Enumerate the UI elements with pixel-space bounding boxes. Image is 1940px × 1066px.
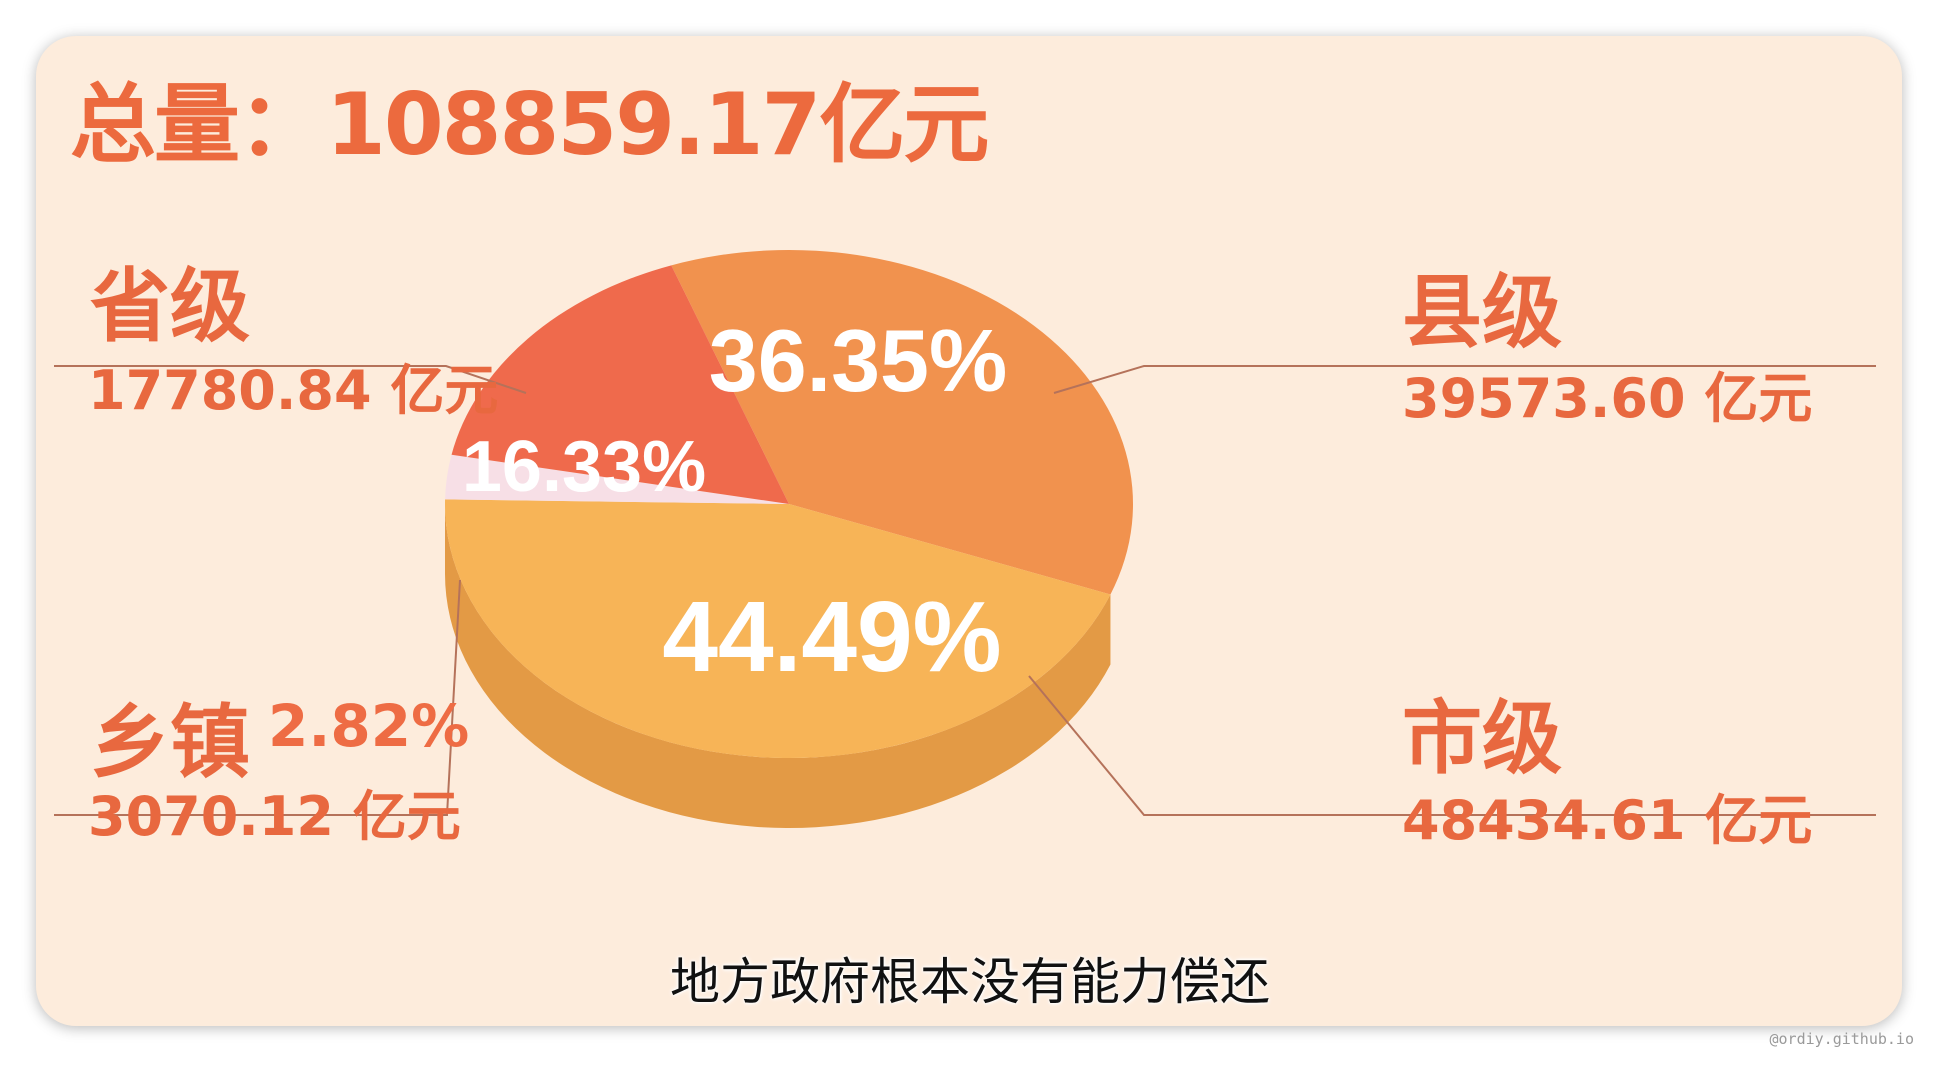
city-name: 市级 [1402, 692, 1562, 785]
township-name: 乡镇 [90, 696, 250, 789]
county-amount: 39573.60 亿元 [1402, 367, 1813, 430]
city-amount: 48434.61 亿元 [1402, 789, 1813, 852]
pct-label-county: 36.35% [709, 311, 1007, 410]
leader-line-county [1053, 365, 1876, 394]
province-amount: 17780.84 亿元 [88, 359, 499, 422]
total-title: 总量：108859.17亿元 [70, 54, 989, 179]
leader-line-city [1028, 675, 1876, 816]
pct-label-city: 44.49% [662, 581, 1001, 693]
leader-lines [54, 365, 1876, 816]
watermark: @ordiy.github.io [1769, 1030, 1915, 1048]
pie-slice-township [445, 454, 789, 504]
pie-side-city [445, 504, 1111, 829]
county-name: 县级 [1402, 266, 1562, 359]
total-label: 总量： [70, 75, 324, 175]
pie-slice-province [451, 265, 789, 504]
chart-card: 16.33% 36.35% 44.49% 总量：108859.17亿元 省级 177… [36, 36, 1902, 1026]
province-name: 省级 [90, 260, 250, 353]
township-percent: 2.82% [268, 692, 470, 760]
township-amount: 3070.12 亿元 [88, 785, 461, 848]
pie-chart: 16.33%36.35% 44.49% [54, 250, 1876, 829]
leader-line-township [54, 579, 461, 816]
leader-line-province [54, 365, 527, 394]
total-value: 108859.17亿元 [326, 75, 989, 175]
video-subtitle: 地方政府根本没有能力偿还 [670, 953, 1270, 1011]
pie-group: 16.33%36.35% 44.49% [445, 250, 1133, 829]
pie-slice-city [445, 499, 1111, 759]
pie-slice-county [671, 250, 1133, 595]
pct-label-province: 16.33% [462, 427, 706, 507]
